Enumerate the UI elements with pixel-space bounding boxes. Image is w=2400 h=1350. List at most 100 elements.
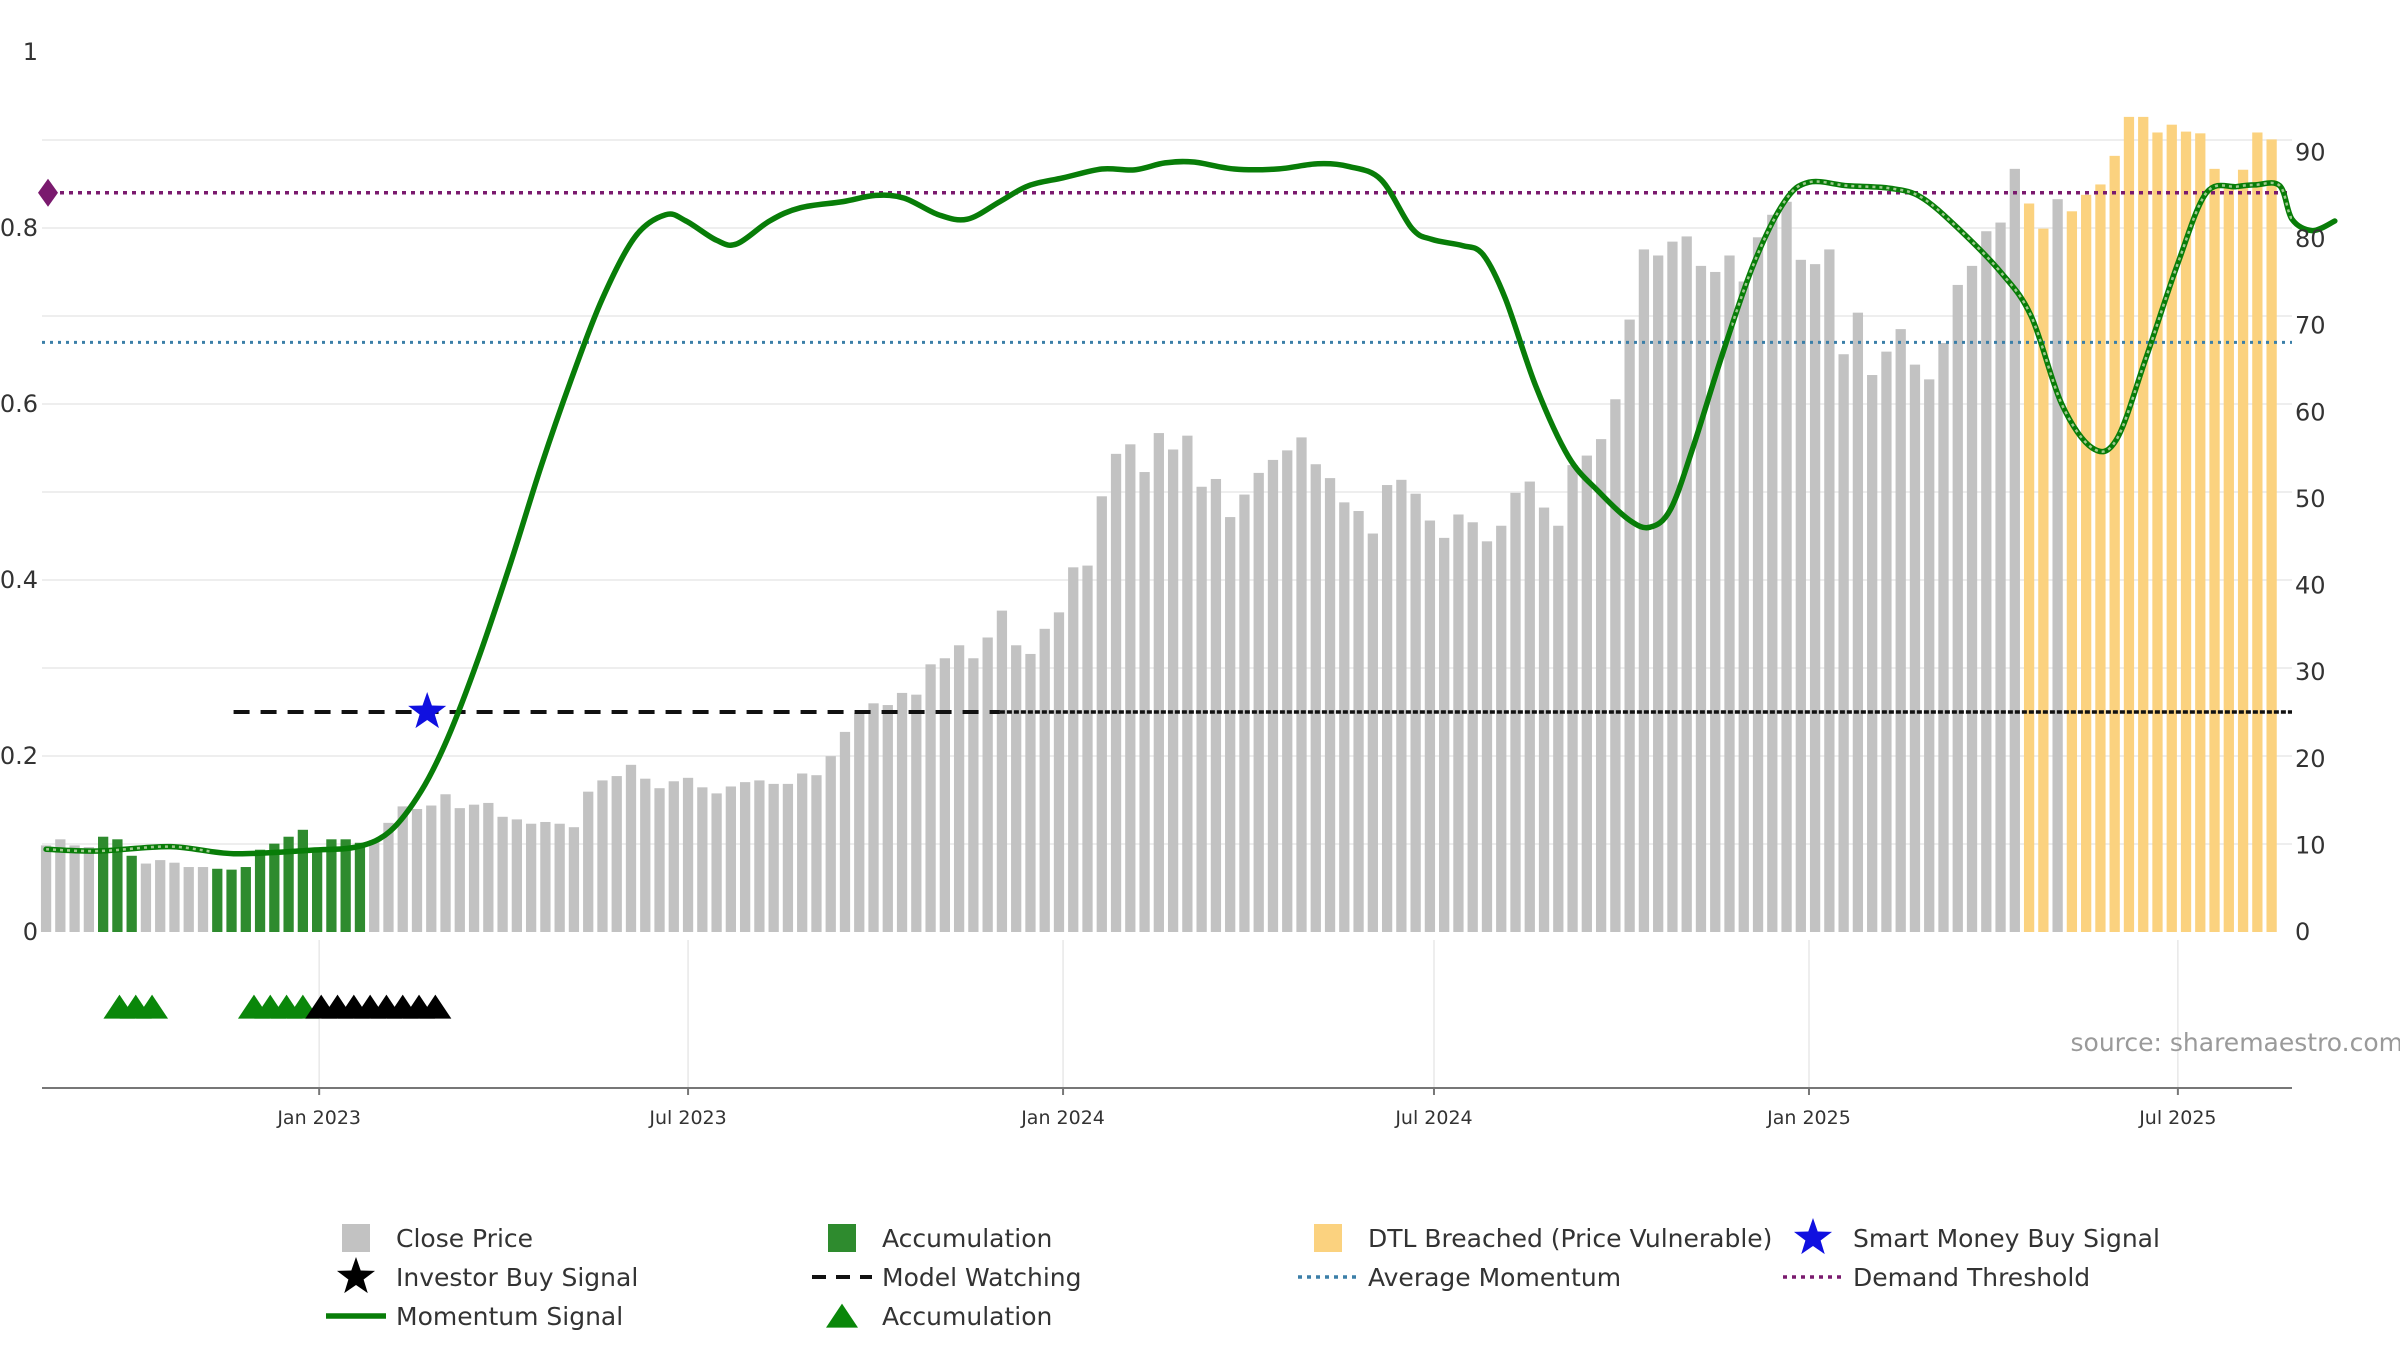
close-price-bar [697,787,708,932]
close-price-bar [882,705,893,932]
close-price-bar [1924,379,1935,933]
close-price-bar [982,637,993,932]
close-price-bar [925,664,936,932]
close-price-bar [1638,249,1650,933]
close-price-bar [1424,520,1436,932]
legend-item: Average Momentum [1298,1263,1621,1292]
close-price-bar [1981,231,1992,933]
close-price-bar [1310,464,1321,932]
close-price-bar [197,867,209,932]
dtl-breached-bar [2066,211,2078,933]
legend-item: Accumulation [826,1302,1052,1331]
close-price-bar [968,658,979,932]
close-price-bar [183,867,194,932]
close-price-bar [1225,517,1236,932]
close-price-bar [140,863,152,932]
right-tick-label: 80 [2295,225,2326,253]
close-price-bar [554,823,565,932]
close-price-bar [1538,507,1550,932]
close-price-bar [1339,502,1350,932]
close-price-bar [797,773,808,932]
accumulation-bar [98,836,109,932]
close-price-bar [1881,351,1892,932]
accumulation-bar [226,869,237,932]
close-price-bar [825,756,836,932]
dtl-breached-bar [2081,194,2092,933]
accumulation-bar [112,839,123,932]
close-price-bar [468,804,480,932]
close-price-bar [768,783,779,932]
close-price-bar [1481,541,1493,932]
close-price-bar [1795,259,1806,932]
left-tick-label: 1 [23,38,38,66]
right-tick-label: 10 [2295,831,2326,859]
close-price-bar [1767,214,1778,932]
close-price-bar [426,805,437,932]
close-price-bar [1938,342,1949,933]
legend-item: Investor Buy Signal [336,1257,638,1294]
price-bars [40,116,2277,933]
close-price-bar [896,692,908,932]
right-tick-label: 70 [2295,312,2326,340]
dtl-breached-bar [2266,139,2277,932]
accumulation-bar [340,839,351,932]
x-tick-label: Jan 2023 [276,1107,361,1129]
dtl-breached-bar [2123,116,2135,932]
accumulation-bar [297,829,308,932]
close-price-bar [1110,453,1122,932]
close-price-bar [839,731,851,932]
legend-label: DTL Breached (Price Vulnerable) [1368,1224,1772,1253]
close-price-bar [540,821,551,932]
close-price-bar [597,780,608,932]
close-price-bar [1125,444,1136,932]
x-tick-label: Jan 2025 [1766,1107,1851,1129]
close-price-bar [640,778,651,932]
dtl-breached-bar [2180,131,2192,933]
legend-symbol-square [342,1224,370,1252]
close-price-bar [583,791,594,932]
close-price-bar [1838,354,1849,933]
legend-label: Average Momentum [1368,1263,1621,1292]
close-price-bar [511,819,522,932]
close-price-bar [1039,628,1050,932]
close-price-bar [1667,241,1678,932]
left-tick-label: 0.2 [0,742,38,770]
dtl-breached-bar [2237,169,2249,933]
close-price-bar [682,777,694,932]
close-price-bar [1752,237,1764,933]
close-price-bar [1995,222,2006,932]
close-price-bar [1595,439,1607,932]
dtl-breached-bar [2152,132,2163,933]
left-tick-label: 0 [23,918,38,946]
dtl-breached-bar [2023,203,2035,932]
momentum-faded-overlay [1731,180,2293,453]
close-price-bar [953,645,965,932]
close-price-bar [1809,264,1821,932]
close-price-bar [1467,522,1478,932]
dtl-breached-bar [2109,155,2120,933]
close-price-bar [854,712,865,932]
accumulation-bar [312,847,323,932]
close-price-bar [1653,255,1664,933]
close-price-bar [1381,485,1393,932]
legend-label: Accumulation [882,1224,1052,1253]
legend-symbol-triangle [826,1303,858,1328]
close-price-bar [1952,284,1963,932]
right-tick-label: 40 [2295,572,2326,600]
close-price-bar [1681,236,1692,933]
signal-markers [103,692,452,1019]
close-price-bar [155,860,166,932]
close-price-bar [1553,525,1564,932]
close-price-bar [483,802,494,932]
accumulation-bar [326,839,337,932]
close-price-bar [1367,533,1378,932]
close-price-bar [1966,265,1978,932]
close-price-bar [1567,465,1578,932]
close-price-bar [40,845,52,932]
close-price-bar [1239,494,1250,932]
close-price-bar [1581,455,1592,932]
close-price-bar [1909,364,1921,932]
right-tick-label: 50 [2295,485,2326,513]
